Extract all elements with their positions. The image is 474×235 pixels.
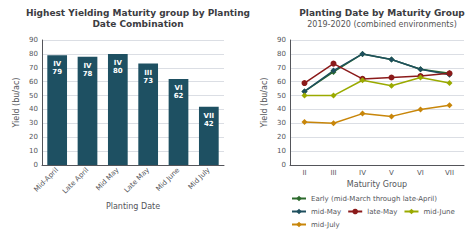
svg-text:IV: IV [359, 169, 366, 177]
svg-text:50: 50 [277, 92, 286, 100]
svg-text:Late May: Late May [123, 166, 151, 194]
svg-text:2019-2020 (combined environmen: 2019-2020 (combined environments) [307, 20, 457, 29]
svg-text:40: 40 [29, 105, 38, 113]
svg-text:90: 90 [277, 36, 286, 44]
svg-text:0: 0 [282, 161, 286, 169]
svg-text:VII: VII [204, 112, 215, 120]
svg-text:VI: VI [174, 84, 182, 92]
svg-text:78: 78 [83, 70, 93, 78]
svg-text:IV: IV [114, 59, 123, 67]
svg-text:0: 0 [34, 161, 38, 169]
svg-text:60: 60 [29, 78, 38, 86]
svg-text:mid-July: mid-July [311, 221, 340, 229]
svg-text:VII: VII [445, 169, 454, 177]
svg-text:IV: IV [83, 62, 92, 70]
svg-text:Planting Date by Maturity Grou: Planting Date by Maturity Group [299, 8, 465, 18]
svg-text:mid-May: mid-May [311, 208, 341, 216]
svg-text:IV: IV [53, 60, 62, 68]
svg-text:Mid May: Mid May [94, 166, 120, 192]
svg-text:II: II [302, 169, 306, 177]
svg-text:Late April: Late April [61, 166, 90, 195]
svg-text:Yield (bu/ac): Yield (bu/ac) [260, 78, 269, 129]
svg-text:Date Combination: Date Combination [92, 19, 183, 29]
svg-text:VI: VI [417, 169, 424, 177]
svg-text:III: III [144, 69, 152, 77]
svg-text:20: 20 [277, 133, 286, 141]
svg-text:50: 50 [29, 92, 38, 100]
svg-text:Mid-April: Mid-April [33, 166, 60, 193]
svg-text:80: 80 [29, 50, 38, 58]
svg-text:Planting Date: Planting Date [106, 202, 160, 211]
svg-text:Mid July: Mid July [187, 166, 212, 191]
svg-text:mid-June: mid-June [423, 208, 454, 216]
svg-text:Maturity Group: Maturity Group [347, 180, 407, 189]
svg-text:73: 73 [143, 77, 153, 85]
svg-text:30: 30 [29, 119, 38, 127]
svg-text:Mid June: Mid June [155, 166, 182, 193]
svg-text:80: 80 [113, 67, 123, 75]
svg-text:79: 79 [52, 68, 62, 76]
svg-text:Early (mid-March through late-: Early (mid-March through late-April) [311, 195, 437, 203]
svg-text:80: 80 [277, 50, 286, 58]
svg-text:Highest Yielding Maturity grou: Highest Yielding Maturity group by Plant… [26, 8, 250, 18]
svg-text:10: 10 [277, 147, 286, 155]
svg-text:62: 62 [174, 92, 184, 100]
svg-text:70: 70 [277, 64, 286, 72]
svg-text:III: III [330, 169, 336, 177]
svg-text:70: 70 [29, 64, 38, 72]
svg-text:30: 30 [277, 119, 286, 127]
svg-text:10: 10 [29, 147, 38, 155]
svg-text:42: 42 [204, 120, 214, 128]
svg-text:V: V [389, 169, 394, 177]
svg-text:late-May: late-May [367, 208, 397, 216]
svg-text:90: 90 [29, 36, 38, 44]
svg-text:20: 20 [29, 133, 38, 141]
svg-text:40: 40 [277, 105, 286, 113]
svg-text:Yield (bu/ac): Yield (bu/ac) [12, 78, 21, 129]
svg-text:60: 60 [277, 78, 286, 86]
